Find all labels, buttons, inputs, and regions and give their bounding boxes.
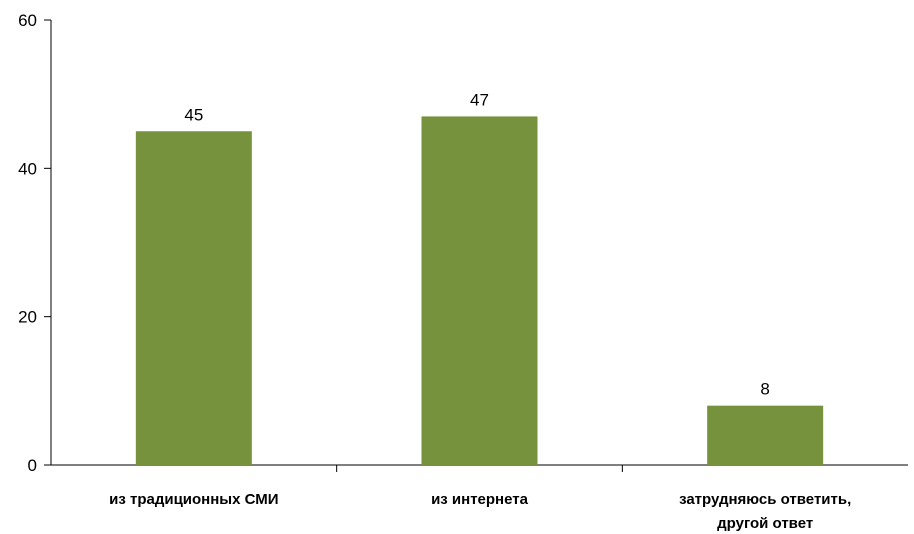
data-label: 45 (184, 105, 203, 124)
data-label: 47 (470, 90, 489, 109)
bars (135, 116, 824, 466)
data-label: 8 (760, 380, 769, 399)
category-label: другой ответ (717, 515, 813, 532)
data-labels: 45 47 8 (184, 90, 770, 398)
category-label: из интернета (431, 491, 529, 508)
y-tick-label: 20 (18, 308, 37, 327)
category-label: из традиционных СМИ (109, 491, 278, 508)
bar (421, 116, 538, 466)
bar (707, 405, 824, 465)
bar (135, 131, 252, 465)
y-tick-label: 0 (28, 456, 37, 475)
x-axis (44, 464, 908, 472)
y-axis: 0 20 40 60 (18, 11, 52, 475)
category-labels: из традиционных СМИ из интернета затрудняю… (109, 491, 851, 532)
y-tick-label: 40 (18, 159, 37, 178)
category-label: затрудняюсь ответить, (679, 491, 851, 508)
y-tick-label: 60 (18, 11, 37, 30)
